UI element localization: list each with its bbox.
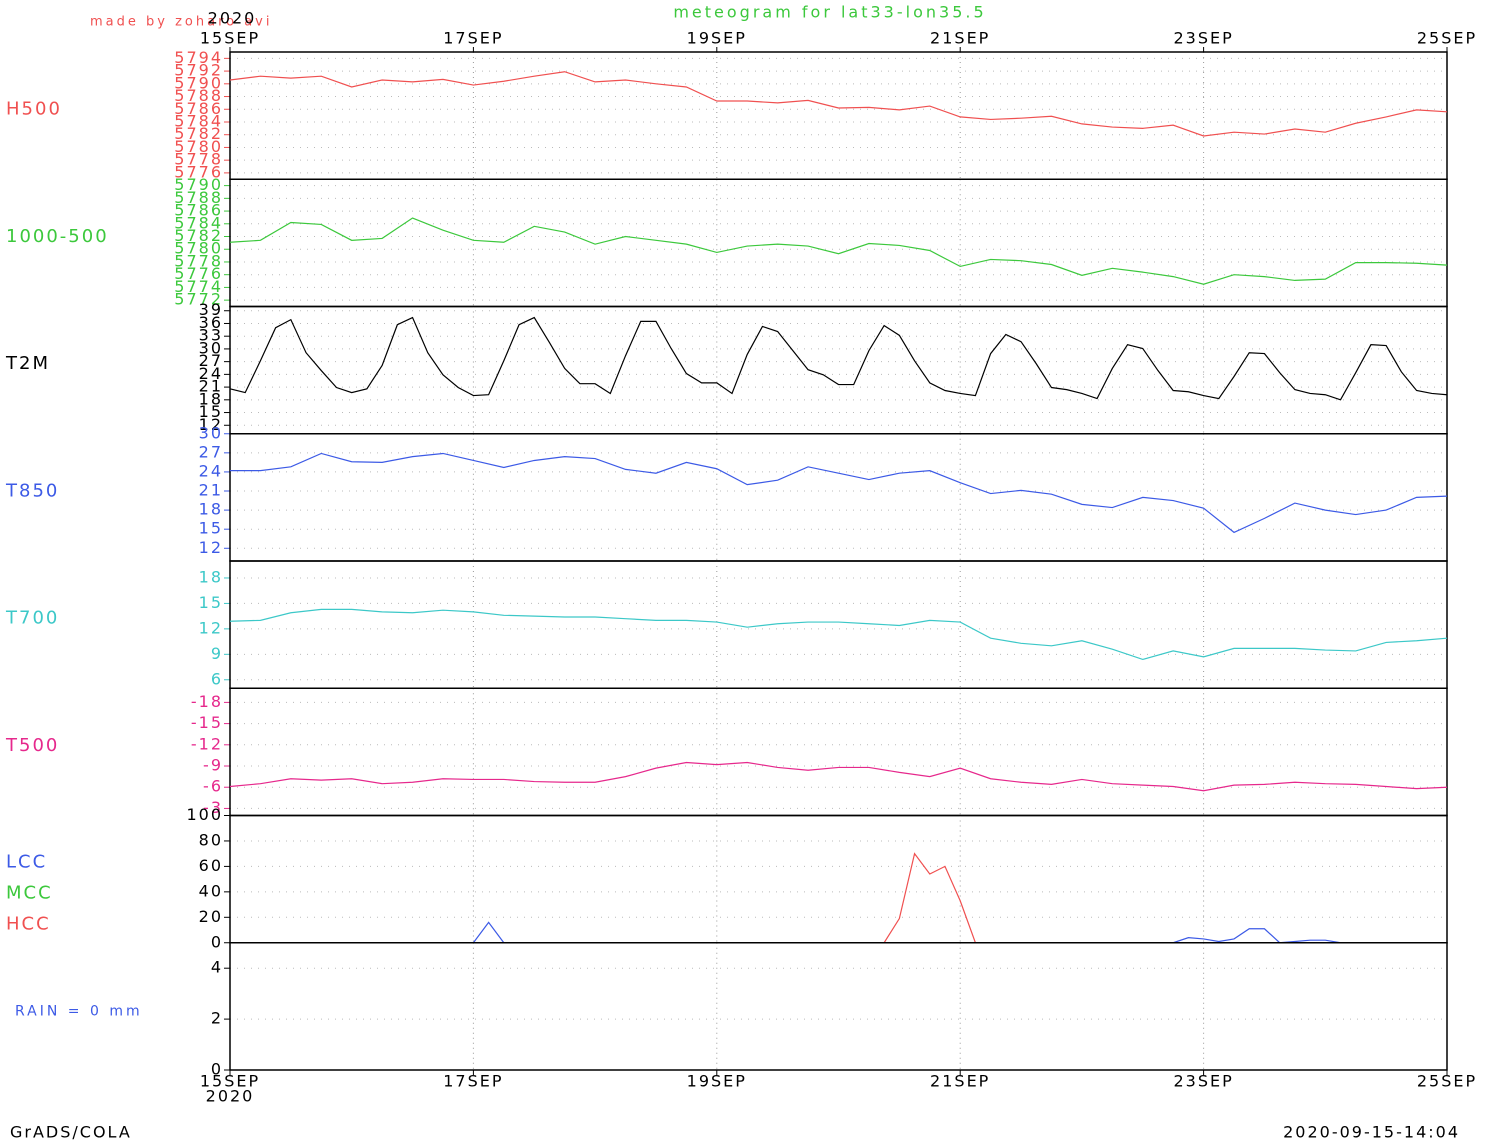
series-line xyxy=(229,316,1448,401)
y-tick-label: 5786 xyxy=(174,201,223,220)
y-tick-label: -3 xyxy=(203,798,223,817)
y-tick-label: -12 xyxy=(191,734,223,753)
x-tick-label: 21SEP xyxy=(930,1072,990,1091)
footer-right: 2020-09-15-14:04 xyxy=(1283,1123,1460,1142)
y-tick-label: 60 xyxy=(199,856,223,875)
x-tick-label: 21SEP xyxy=(930,29,990,48)
y-tick-label: 24 xyxy=(199,461,223,480)
series-label: HCC xyxy=(6,914,51,935)
y-tick-label: 5778 xyxy=(174,150,223,169)
footer-left: GrADS/COLA xyxy=(10,1123,132,1142)
x-tick-label: 25SEP xyxy=(1417,1072,1477,1091)
y-tick-label: 0 xyxy=(211,1060,223,1079)
y-tick-label: 6 xyxy=(211,669,223,688)
series-label: H500 xyxy=(6,99,62,120)
y-tick-label: 5784 xyxy=(174,111,223,130)
y-tick-label: 5792 xyxy=(174,61,223,80)
y-tick-label: -9 xyxy=(203,756,223,775)
y-tick-label: 21 xyxy=(199,481,223,500)
y-tick-label: 4 xyxy=(211,958,223,977)
panel-frame xyxy=(229,942,1448,1071)
y-tick-label: 5776 xyxy=(174,162,223,181)
y-tick-label: 5774 xyxy=(174,277,223,296)
y-tick-label: 5782 xyxy=(174,226,223,245)
y-tick-label: 27 xyxy=(199,442,223,461)
x-tick-label: 19SEP xyxy=(687,29,747,48)
x-tick-label: 15SEP xyxy=(200,1072,260,1091)
series-line xyxy=(229,71,1448,137)
y-tick-label: 2 xyxy=(211,1009,223,1028)
y-tick-label: 5788 xyxy=(174,188,223,207)
y-tick-label: 27 xyxy=(199,351,223,370)
y-tick-label: 5780 xyxy=(174,239,223,258)
x-tick-label: 23SEP xyxy=(1173,29,1233,48)
series-label: T850 xyxy=(5,480,59,501)
y-tick-label: 15 xyxy=(199,593,223,612)
series-label: T2M xyxy=(5,353,50,374)
series-line xyxy=(230,921,1447,944)
y-tick-label: 5776 xyxy=(174,264,223,283)
series-line xyxy=(229,217,1448,285)
y-tick-label: 24 xyxy=(199,364,223,383)
y-tick-label: 39 xyxy=(199,300,223,319)
y-tick-label: 12 xyxy=(199,415,223,434)
panel-frame xyxy=(229,560,1448,689)
x-tick-label: 19SEP xyxy=(687,1072,747,1091)
x-tick-label: 15SEP xyxy=(200,29,260,48)
y-tick-label: 12 xyxy=(199,618,223,637)
y-tick-label: 5780 xyxy=(174,137,223,156)
y-tick-label: 5786 xyxy=(174,99,223,118)
y-tick-label: 5784 xyxy=(174,213,223,232)
y-tick-label: 15 xyxy=(199,402,223,421)
y-tick-label: 40 xyxy=(199,881,223,900)
y-tick-label: 100 xyxy=(186,805,223,824)
y-tick-label: 12 xyxy=(199,538,223,557)
y-tick-label: 33 xyxy=(199,326,223,345)
y-tick-label: 80 xyxy=(199,830,223,849)
series-line xyxy=(229,608,1448,661)
series-label: LCC xyxy=(6,852,47,873)
y-tick-label: 5790 xyxy=(174,73,223,92)
series-line xyxy=(229,761,1448,792)
y-tick-label: 30 xyxy=(199,423,223,442)
panel-frame xyxy=(229,814,1448,944)
y-tick-label: 5772 xyxy=(174,290,223,309)
y-tick-label: 5790 xyxy=(174,175,223,194)
y-tick-label: 18 xyxy=(199,500,223,519)
y-tick-label: -6 xyxy=(203,777,223,796)
y-tick-label: 9 xyxy=(211,644,223,663)
panel-frame xyxy=(229,687,1448,817)
y-tick-label: -15 xyxy=(191,713,223,732)
y-tick-label: 36 xyxy=(199,313,223,332)
series-label: T500 xyxy=(5,735,59,756)
credit: made by zoharo avi xyxy=(90,15,273,30)
x-tick-label: 17SEP xyxy=(443,1072,503,1091)
y-tick-label: 15 xyxy=(199,519,223,538)
year-top: 2020 xyxy=(208,9,257,28)
y-tick-label: 21 xyxy=(199,377,223,396)
y-tick-label: 20 xyxy=(199,907,223,926)
series-line xyxy=(230,452,1448,534)
x-tick-label: 25SEP xyxy=(1417,29,1477,48)
chart-title: meteogram for lat33-lon35.5 xyxy=(673,3,986,22)
y-tick-label: 5788 xyxy=(174,86,223,105)
x-tick-label: 17SEP xyxy=(443,29,503,48)
panel-frame xyxy=(229,305,1448,435)
y-tick-label: 0 xyxy=(211,932,223,951)
series-label: MCC xyxy=(6,883,53,904)
y-tick-label: 30 xyxy=(199,338,223,357)
y-tick-label: -18 xyxy=(191,692,223,711)
series-label: 1000-500 xyxy=(6,226,109,247)
y-tick-label: 5778 xyxy=(174,251,223,270)
x-tick-label: 23SEP xyxy=(1173,1072,1233,1091)
series-label: T700 xyxy=(5,608,59,629)
y-tick-label: 5794 xyxy=(174,48,223,67)
y-tick-label: 5782 xyxy=(174,124,223,143)
y-tick-label: 18 xyxy=(199,389,223,408)
annotation: RAIN = 0 mm xyxy=(15,1003,143,1019)
year-bottom: 2020 xyxy=(206,1087,255,1106)
y-tick-label: 18 xyxy=(199,567,223,586)
